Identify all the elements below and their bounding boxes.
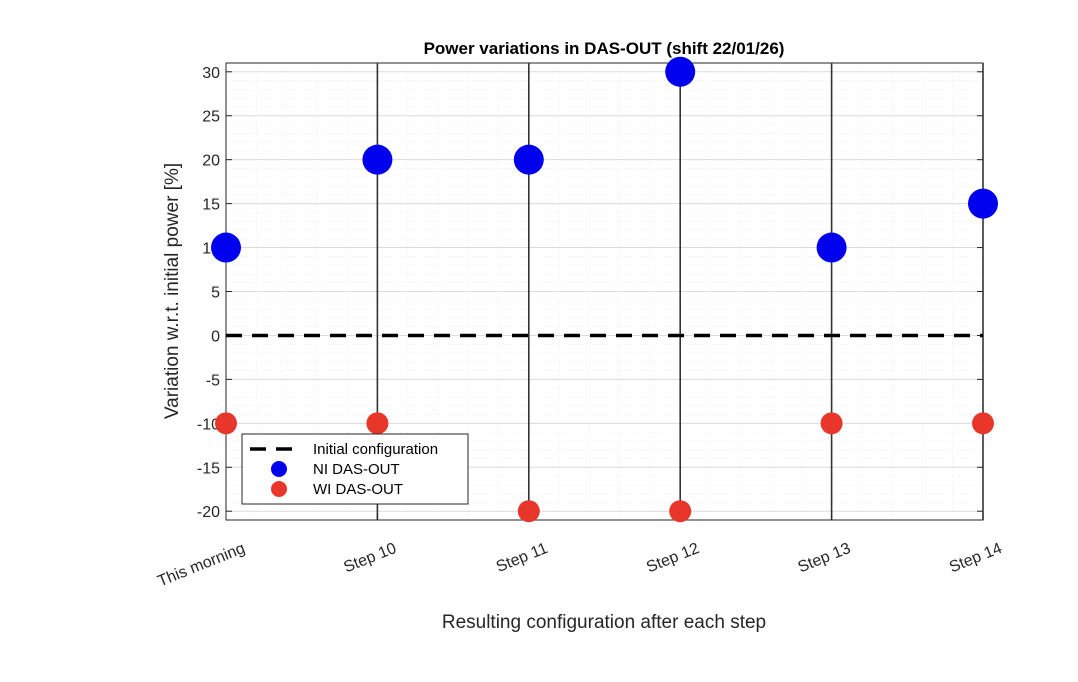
- data-point: [513, 144, 544, 175]
- legend-label: Initial configuration: [313, 441, 438, 458]
- data-point: [665, 56, 696, 87]
- data-point: [820, 412, 843, 435]
- y-axis-label: Variation w.r.t. initial power [%]: [162, 163, 183, 419]
- y-tick-label: 0: [211, 328, 220, 345]
- y-tick-label: 5: [211, 285, 220, 302]
- data-point: [669, 500, 692, 523]
- y-tick-label: -20: [197, 504, 220, 521]
- chart-title: Power variations in DAS-OUT (shift 22/01…: [424, 39, 785, 58]
- legend: Initial configuration NI DAS-OUT WI DAS-OU…: [241, 433, 469, 505]
- legend-label: WI DAS-OUT: [313, 481, 403, 498]
- y-tick-label: -5: [206, 372, 220, 389]
- data-point: [816, 232, 847, 263]
- data-point: [211, 232, 241, 263]
- y-tick-label: 25: [202, 109, 220, 126]
- legend-swatch-marker: [271, 461, 287, 477]
- data-point: [366, 412, 389, 435]
- y-tick-label: 20: [202, 153, 220, 170]
- legend-label: NI DAS-OUT: [313, 461, 400, 478]
- y-tick-label: -10: [197, 416, 220, 433]
- data-point: [968, 188, 998, 219]
- x-axis-label: Resulting configuration after each step: [442, 612, 766, 633]
- y-tick-label: -15: [197, 460, 220, 477]
- data-point: [517, 500, 540, 523]
- y-tick-label: 30: [202, 65, 220, 82]
- legend-swatch-marker: [271, 481, 287, 497]
- data-point: [362, 144, 393, 175]
- data-point: [972, 412, 994, 435]
- y-tick-label: 15: [202, 197, 220, 214]
- data-point: [215, 412, 237, 435]
